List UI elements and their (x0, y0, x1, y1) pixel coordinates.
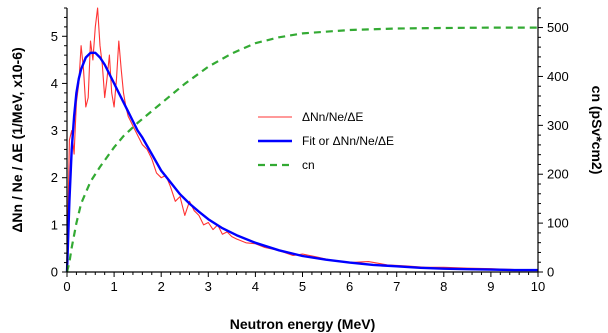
x-tick-label: 0 (63, 279, 70, 294)
x-tick-label: 1 (110, 279, 117, 294)
y-left-tick-label: 4 (51, 76, 58, 91)
y-right-tick-label: 100 (547, 216, 569, 231)
y-left-tick-label: 2 (51, 170, 58, 185)
x-tick-label: 7 (393, 279, 400, 294)
x-tick-label: 8 (440, 279, 447, 294)
legend: ΔNn/Ne/ΔE Fit or ΔNn/Ne/ΔE cn (258, 110, 394, 172)
x-tick-label: 6 (346, 279, 353, 294)
y-right-tick-label: 0 (547, 265, 554, 280)
y-right-tick-label: 200 (547, 167, 569, 182)
x-tick-label: 5 (299, 279, 306, 294)
x-tick-label: 10 (531, 279, 545, 294)
x-tick-label: 4 (252, 279, 259, 294)
y-left-tick-label: 0 (51, 265, 58, 280)
y-right-tick-label: 500 (547, 20, 569, 35)
legend-label-3: cn (302, 158, 315, 172)
series-line-2 (65, 51, 538, 273)
x-tick-label: 2 (158, 279, 165, 294)
y-left-tick-label: 5 (51, 29, 58, 44)
series-line-1 (66, 7, 538, 271)
y-left-tick-label: 1 (51, 217, 58, 232)
legend-label-1: ΔNn/Ne/ΔE (302, 110, 363, 124)
axis-titles: Neutron energy (MeV) ΔNn / Ne / ΔE (1/MeV… (9, 47, 605, 332)
series-line-3 (65, 26, 538, 273)
y-right-tick-label: 300 (547, 118, 569, 133)
y-axis-right-title: cn (pSv*cm2) (589, 86, 605, 175)
y-axis-left-title: ΔNn / Ne / ΔE (1/MeV, x10-6) (9, 47, 25, 232)
legend-label-2: Fit or ΔNn/Ne/ΔE (302, 134, 394, 148)
x-tick-label: 3 (205, 279, 212, 294)
x-axis-title: Neutron energy (MeV) (230, 316, 375, 332)
y-right-tick-label: 400 (547, 69, 569, 84)
x-tick-label: 9 (487, 279, 494, 294)
series-layer (65, 7, 538, 273)
y-left-tick-label: 3 (51, 123, 58, 138)
